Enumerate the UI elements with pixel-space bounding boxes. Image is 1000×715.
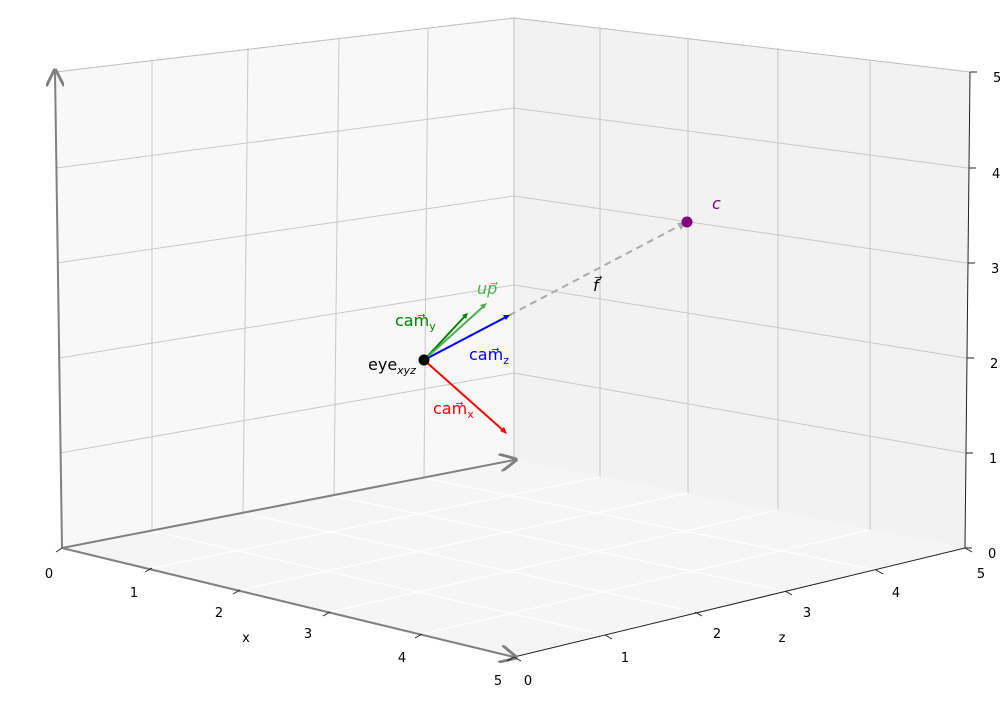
y-axis-ticks <box>965 71 977 549</box>
x-axis-label: x <box>242 631 250 646</box>
eye-label: eyexyz <box>368 355 416 377</box>
cam-y-head <box>462 313 468 319</box>
pane-edges <box>54 17 971 460</box>
cam-x-label: cam⃗x <box>433 399 474 421</box>
y-tick-1: 1 <box>989 452 997 467</box>
back-wall-pane <box>514 18 970 548</box>
x-tick-4: 4 <box>398 651 406 666</box>
world-z-arrow <box>61 460 514 549</box>
y-tick-labels: 0 1 2 3 4 5 <box>988 71 1000 562</box>
cam-x-vector <box>423 359 506 433</box>
floor-grid <box>151 476 877 636</box>
z-tick-1: 1 <box>621 651 629 666</box>
y-tick-2: 2 <box>990 357 998 372</box>
x-tick-2: 2 <box>215 606 223 621</box>
cam-z-vector <box>423 315 509 361</box>
c-point <box>681 216 693 228</box>
z-axis-label: z <box>779 631 786 646</box>
left-wall-pane <box>55 18 514 548</box>
left-wall-grid <box>55 27 515 531</box>
z-tick-2: 2 <box>713 627 721 642</box>
x-tick-0: 0 <box>45 567 53 582</box>
z-tick-0: 0 <box>524 674 532 689</box>
cam-x-head <box>500 427 507 434</box>
f-label: f⃗ <box>593 275 602 295</box>
y-axis-line <box>964 71 971 549</box>
z-axis-ticks <box>513 547 973 662</box>
back-wall-grid <box>513 28 969 530</box>
x-tick-5: 5 <box>494 674 502 689</box>
z-tick-3: 3 <box>803 606 811 621</box>
cam-z-head <box>503 315 510 320</box>
x-axis-ticks <box>55 547 515 662</box>
up-head <box>480 303 487 309</box>
x-tick-3: 3 <box>304 627 312 642</box>
y-tick-4: 4 <box>992 167 1000 182</box>
cam-y-label: cam⃗y <box>395 311 436 333</box>
cam-z-label: cam⃗z <box>469 345 509 367</box>
z-axis-line <box>513 547 966 658</box>
x-tick-1: 1 <box>130 586 138 601</box>
floor-pane <box>62 460 965 657</box>
y-tick-0: 0 <box>988 547 996 562</box>
y-tick-5: 5 <box>993 71 1000 86</box>
x-tick-labels: 0 1 2 3 4 5 <box>45 567 502 689</box>
z-tick-labels: 0 1 2 3 4 5 <box>524 567 985 689</box>
world-x-arrow <box>61 547 514 657</box>
world-y-arrow <box>55 72 62 549</box>
eye-point <box>418 354 430 366</box>
up-label: up⃗ <box>477 279 498 298</box>
up-vector <box>423 304 486 361</box>
z-tick-4: 4 <box>892 586 900 601</box>
z-tick-5: 5 <box>977 567 985 582</box>
y-tick-3: 3 <box>991 262 999 277</box>
c-label: c <box>712 194 721 213</box>
